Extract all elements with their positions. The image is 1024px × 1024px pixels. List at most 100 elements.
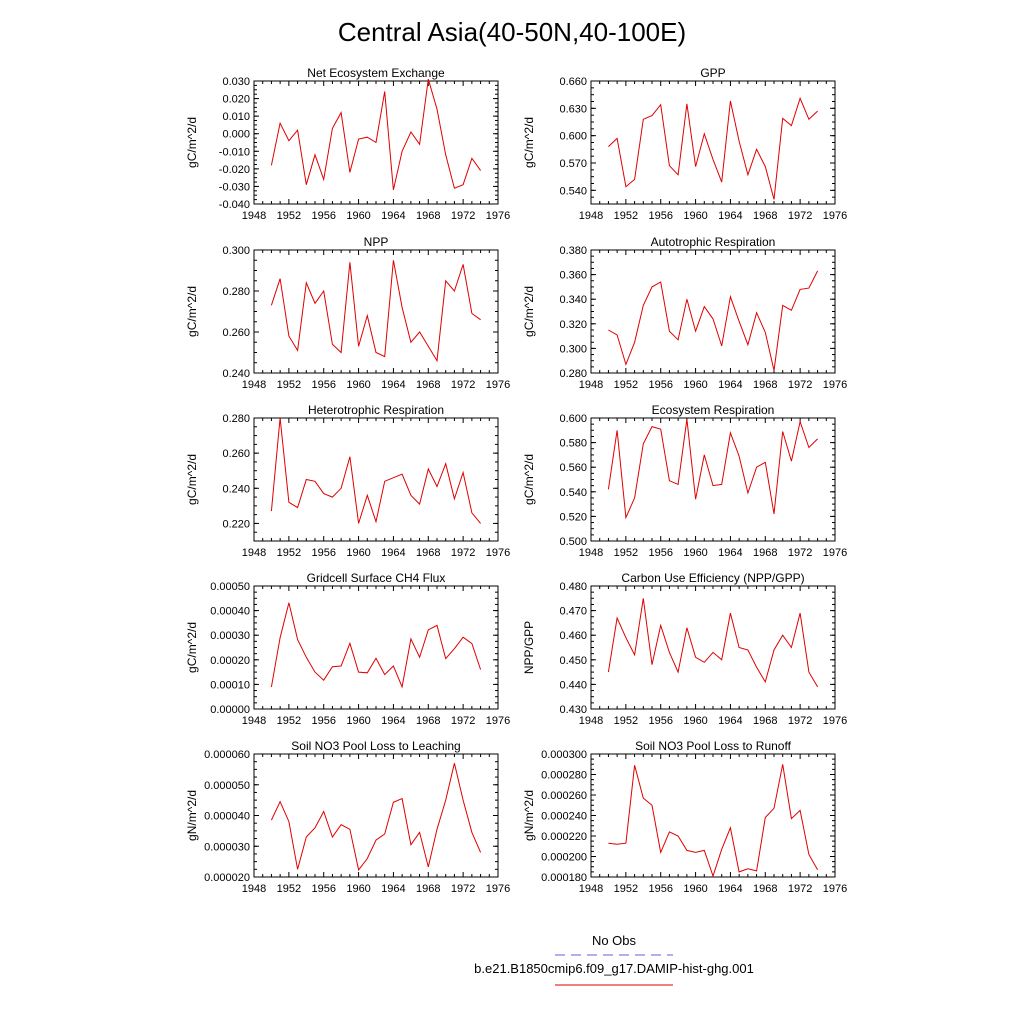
panel-title: Net Ecosystem Exchange [307,66,445,80]
x-tick-label: 1956 [648,547,672,559]
x-tick-label: 1960 [683,883,707,895]
x-tick-label: 1964 [381,883,405,895]
plot-frame [253,585,499,710]
y-tick-label: -0.030 [219,181,250,193]
x-tick-label: 1976 [823,547,847,559]
panel-title: GPP [700,66,725,80]
y-tick-label: 0.010 [222,111,250,123]
x-tick-label: 1956 [648,883,672,895]
x-tick-label: 1972 [451,379,475,391]
y-tick-label: 0.340 [559,294,587,306]
panel-title: Ecosystem Respiration [652,403,775,417]
x-tick-label: 1960 [346,210,370,222]
x-tick-label: 1964 [381,210,405,222]
x-tick-label: 1964 [718,379,742,391]
y-axis-label: gC/m^2/d [185,117,199,168]
y-tick-label: 0.360 [559,270,587,282]
x-tick-label: 1948 [579,547,603,559]
series-line [608,96,818,200]
x-tick-label: 1964 [381,715,405,727]
plot-frame [590,585,836,710]
panel-title: Gridcell Surface CH4 Flux [307,571,446,585]
x-tick-label: 1968 [416,547,440,559]
x-tick-label: 1968 [753,210,777,222]
x-tick-label: 1968 [416,210,440,222]
x-tick-label: 1964 [718,715,742,727]
x-tick-label: 1948 [242,210,266,222]
x-tick-label: 1952 [277,210,301,222]
y-tick-label: 0.660 [559,76,587,88]
y-tick-label: 0.630 [559,103,587,115]
y-tick-label: 0.540 [559,185,587,197]
y-tick-label: 0.000220 [541,831,587,843]
panels: Net Ecosystem Exchange gC/m^2/d 1948 1952 19… [185,66,847,895]
x-tick-label: 1976 [823,210,847,222]
panel-1: Net Ecosystem Exchange gC/m^2/d 1948 1952 19… [185,66,510,222]
x-tick-label: 1952 [614,379,638,391]
x-tick-label: 1976 [486,715,510,727]
y-tick-label: 0.000040 [204,811,250,823]
x-tick-label: 1972 [451,715,475,727]
x-tick-label: 1960 [683,547,707,559]
x-tick-label: 1976 [486,379,510,391]
y-tick-label: 0.00040 [210,606,250,618]
x-tick-label: 1960 [346,547,370,559]
x-tick-label: 1972 [451,883,475,895]
x-tick-label: 1976 [486,883,510,895]
y-tick-label: 0.600 [559,131,587,143]
x-tick-label: 1968 [416,715,440,727]
panel-title: NPP [364,235,389,249]
x-tick-label: 1972 [788,379,812,391]
y-tick-label: -0.020 [219,164,250,176]
x-tick-label: 1964 [718,883,742,895]
y-tick-label: 0.320 [559,319,587,331]
y-tick-label: 0.000300 [541,749,587,761]
y-tick-label: 0.000030 [204,841,250,853]
x-tick-label: 1968 [753,379,777,391]
x-tick-label: 1956 [311,379,335,391]
x-tick-label: 1948 [242,379,266,391]
panel-8: Carbon Use Efficiency (NPP/GPP) NPP/GPP 19… [522,571,847,727]
x-tick-label: 1960 [683,379,707,391]
plot-frame [590,249,836,374]
y-tick-label: 0.450 [559,655,587,667]
y-tick-label: 0.000260 [541,790,587,802]
y-tick-label: 0.540 [559,487,587,499]
y-tick-label: 0.000200 [541,852,587,864]
y-tick-label: 0.00010 [210,679,250,691]
plot-frame [590,417,836,542]
series-line [270,417,481,524]
panel-5: Heterotrophic Respiration gC/m^2/d 1948 195… [185,403,510,559]
y-axis-label: gC/m^2/d [522,117,536,168]
x-tick-label: 1948 [579,379,603,391]
x-tick-label: 1952 [277,379,301,391]
x-tick-label: 1976 [823,715,847,727]
panel-title: Soil NO3 Pool Loss to Runoff [635,739,792,753]
x-tick-label: 1976 [486,210,510,222]
x-tick-label: 1948 [579,883,603,895]
x-tick-label: 1968 [416,883,440,895]
y-tick-label: 0.600 [559,413,587,425]
x-tick-label: 1964 [718,210,742,222]
y-tick-label: 0.000280 [541,770,587,782]
y-tick-label: 0.380 [559,245,587,257]
x-tick-label: 1952 [614,547,638,559]
x-tick-label: 1952 [614,715,638,727]
y-tick-label: 0.430 [559,704,587,716]
figure-title: Central Asia(40-50N,40-100E) [338,17,686,47]
panel-10: Soil NO3 Pool Loss to Runoff gN/m^2/d 1948… [522,739,847,895]
y-axis-label: gC/m^2/d [522,286,536,337]
y-tick-label: 0.030 [222,76,250,88]
series-line [270,763,482,872]
y-tick-label: 0.000240 [541,811,587,823]
x-tick-label: 1964 [718,547,742,559]
x-tick-label: 1948 [242,547,266,559]
x-tick-label: 1956 [648,715,672,727]
y-tick-label: 0.280 [222,413,250,425]
series-line [607,419,818,520]
x-tick-label: 1968 [753,883,777,895]
x-tick-label: 1964 [381,547,405,559]
panel-4: Autotrophic Respiration gC/m^2/d 1948 1952 1… [522,235,847,391]
x-tick-label: 1972 [788,715,812,727]
